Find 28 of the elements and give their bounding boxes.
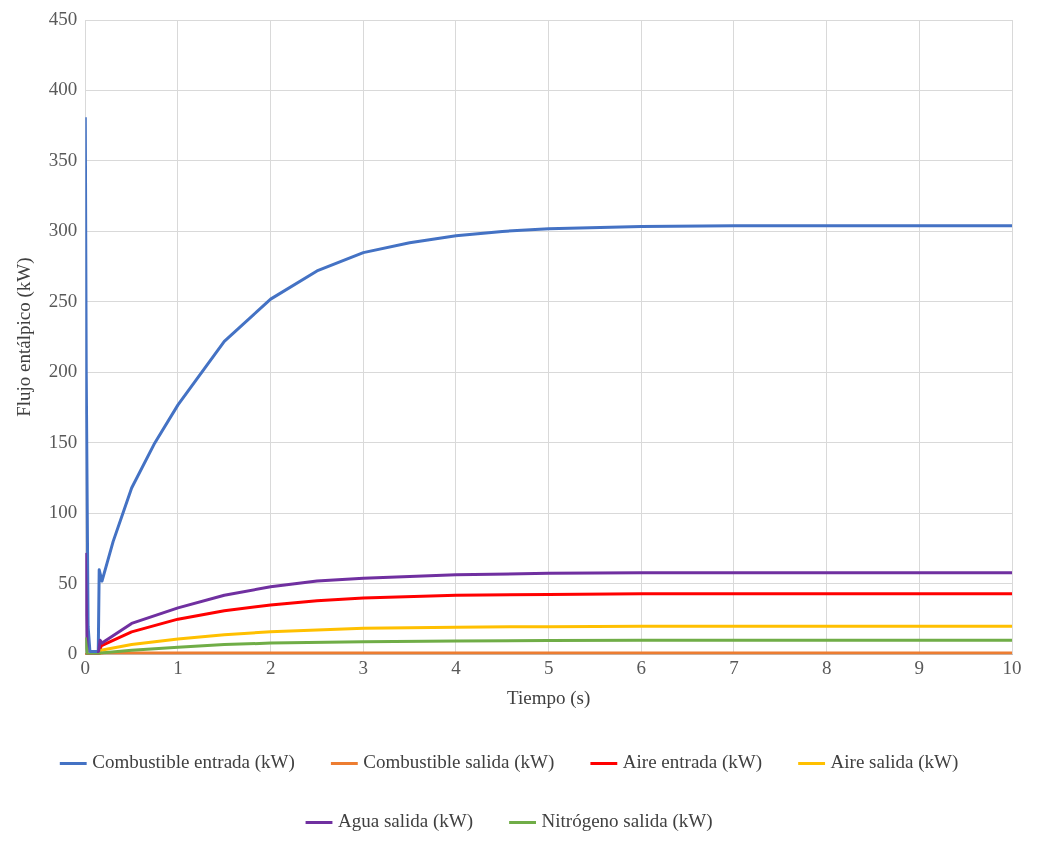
legend-label: Combustible salida (kW): [363, 751, 555, 774]
legend-label: Combustible entrada (kW): [92, 751, 295, 774]
x-tick-label: 2: [265, 656, 276, 678]
x-tick-label: 3: [358, 656, 369, 678]
y-tick-label: 250: [48, 289, 78, 311]
x-tick-label: 5: [543, 656, 554, 678]
x-tick-label: 9: [914, 656, 925, 678]
x-tick-label: 10: [1002, 656, 1022, 678]
x-tick-label: 8: [821, 656, 832, 678]
x-tick-label: 7: [729, 656, 739, 678]
y-tick-label: 300: [48, 219, 78, 241]
y-tick-label: 150: [48, 430, 78, 452]
y-tick-label: 100: [48, 501, 78, 523]
y-tick-label: 50: [58, 571, 78, 593]
legend-label: Nitrógeno salida (kW): [541, 810, 713, 833]
x-axis-title: Tiempo (s): [507, 686, 591, 709]
y-axis-title: Flujo entálpico (kW): [13, 257, 36, 417]
legend-label: Aire salida (kW): [830, 751, 959, 774]
y-tick-label: 200: [48, 360, 78, 382]
legend-label: Aire entrada (kW): [622, 751, 763, 774]
legend-label: Agua salida (kW): [338, 810, 474, 833]
y-tick-label: 350: [48, 148, 78, 170]
y-tick-label: 400: [48, 78, 78, 100]
x-tick-label: 1: [173, 656, 183, 678]
x-tick-label: 6: [636, 656, 647, 678]
y-tick-label: 450: [48, 7, 78, 29]
y-tick-label: 0: [67, 642, 78, 664]
x-tick-label: 4: [451, 656, 462, 678]
